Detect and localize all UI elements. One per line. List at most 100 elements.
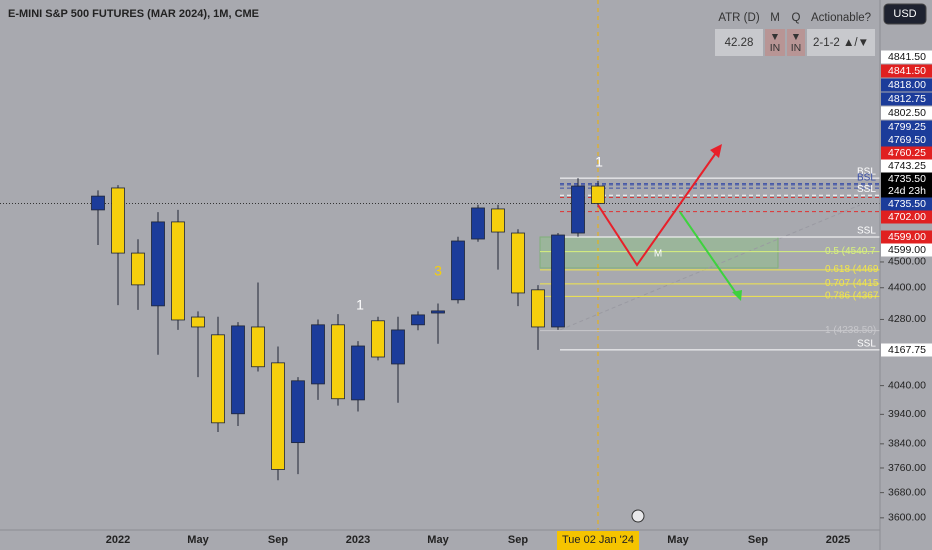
y-tick-label: 4400.00	[888, 282, 926, 294]
price-tag	[881, 92, 932, 106]
red-arrow	[597, 149, 719, 267]
liquidity-label: SSL	[857, 184, 876, 195]
candle-body	[131, 252, 145, 286]
candle-body	[511, 232, 525, 294]
price-tag-label: 4812.75	[888, 93, 926, 105]
price-tag-label: 4599.00	[888, 244, 926, 256]
candle-body	[431, 310, 445, 314]
price-tag	[881, 172, 932, 198]
candle-body	[491, 208, 505, 233]
candle-body	[331, 324, 345, 400]
candle-body	[171, 221, 185, 321]
table-header-cell	[764, 7, 786, 29]
price-tag	[881, 78, 932, 92]
price-tag	[881, 146, 932, 160]
currency-button[interactable]	[883, 3, 927, 25]
candle-body	[191, 316, 205, 328]
fib-label: 0.786 (4367	[825, 291, 879, 302]
table-value: 42.28	[725, 37, 754, 49]
candle-body	[251, 326, 265, 368]
candle-body	[231, 325, 245, 415]
chart-title: E-MINI S&P 500 FUTURES (MAR 2024), 1M, C…	[8, 8, 259, 20]
price-tag	[881, 133, 932, 147]
annotation: 1	[595, 154, 603, 170]
y-tick-label: 3600.00	[888, 512, 926, 524]
table-header-cell	[786, 7, 806, 29]
table-value: IN	[791, 42, 802, 54]
fib-label: 0.5 (4540.7	[825, 246, 876, 257]
annotation: M	[654, 249, 662, 260]
x-tick-label: Tue 02 Jan '24	[562, 534, 634, 546]
price-tag-label: 4599.00	[888, 231, 926, 243]
green-arrow-head	[732, 290, 742, 301]
price-tag-label: 4802.50	[888, 107, 926, 119]
annotation: 1	[356, 297, 364, 313]
price-tag-label: 4702.00	[888, 211, 926, 223]
price-tag-label: 4735.50	[888, 198, 926, 210]
price-tag-label: 4769.50	[888, 134, 926, 146]
candle-body	[471, 207, 485, 240]
price-tag-label: 4818.00	[888, 79, 926, 91]
table-header-cell	[714, 7, 764, 29]
table-cell	[765, 29, 785, 56]
price-tag	[881, 50, 932, 64]
liquidity-label: BSL	[857, 172, 876, 183]
countdown: 24d 23h	[888, 185, 926, 197]
candle-body	[111, 187, 125, 254]
table-header: M	[770, 12, 780, 24]
x-tick-label: Sep	[508, 534, 528, 546]
price-tag	[881, 343, 932, 357]
price-tag-label: 4167.75	[888, 344, 926, 356]
x-tick-label: 2022	[106, 534, 130, 546]
x-tick-label: May	[427, 534, 449, 546]
price-tag	[881, 106, 932, 120]
candle-body	[91, 195, 105, 211]
table-cell	[787, 29, 805, 56]
table-header: Actionable?	[811, 12, 871, 24]
price-tag-label: 4735.50	[888, 173, 926, 185]
price-tag-label: 4743.25	[888, 160, 926, 172]
x-tick-label: 2023	[346, 534, 370, 546]
price-tag	[881, 197, 932, 211]
table-header-cell	[806, 7, 876, 29]
red-arrow-head	[710, 144, 722, 158]
candle-body	[391, 329, 405, 365]
y-tick-label: 3940.00	[888, 408, 926, 420]
price-tag	[881, 120, 932, 134]
candle-body	[291, 380, 305, 444]
price-tag	[881, 159, 932, 173]
candle-body	[591, 185, 605, 204]
table-header: ATR (D)	[718, 12, 759, 24]
event-icon[interactable]	[631, 509, 645, 523]
price-tag	[881, 64, 932, 78]
price-tag	[881, 243, 932, 257]
table-value: 2-1-2 ▲/▼	[813, 37, 869, 49]
x-tick-label: May	[667, 534, 689, 546]
table-cell	[807, 29, 875, 56]
candle-body	[531, 289, 545, 328]
annotation: 3	[434, 263, 442, 279]
x-tick-label: 2025	[826, 534, 850, 546]
candle-body	[551, 234, 565, 328]
x-cursor-box	[557, 531, 639, 550]
trend-line	[559, 204, 861, 331]
candle-body	[211, 334, 225, 424]
y-tick-label: 3840.00	[888, 438, 926, 450]
zone-box	[539, 236, 779, 269]
liquidity-label: SSL	[857, 226, 876, 237]
y-tick-label: 3760.00	[888, 462, 926, 474]
candle-body	[351, 345, 365, 401]
y-tick-label: 4040.00	[888, 379, 926, 391]
candle-body	[371, 320, 385, 358]
green-arrow	[679, 211, 739, 297]
y-tick-label: 3680.00	[888, 486, 926, 498]
candle-body	[271, 362, 285, 470]
currency-label[interactable]: USD	[893, 8, 916, 20]
price-tag-label: 4760.25	[888, 147, 926, 159]
table-value: ▼	[770, 31, 780, 43]
candle-body	[451, 240, 465, 301]
liquidity-label: BSL	[857, 167, 876, 178]
x-tick-label: May	[187, 534, 209, 546]
y-tick-label: 4280.00	[888, 313, 926, 325]
